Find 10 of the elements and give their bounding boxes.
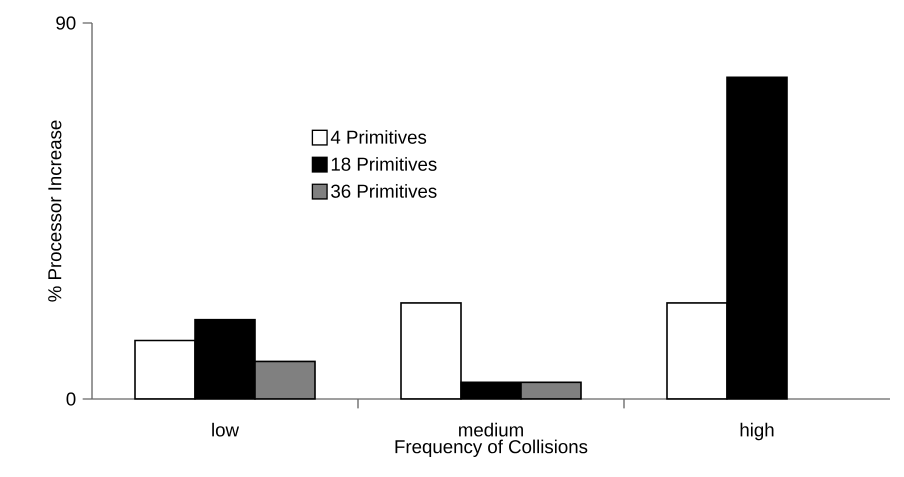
x-tick-label: low — [212, 422, 240, 437]
x-tick-label: high — [740, 422, 774, 440]
y-axis-title: % Processor Increase — [48, 120, 62, 302]
x-axis-title: Frequency of Collisions — [396, 440, 588, 457]
y-tick-label: 90 — [56, 16, 76, 30]
y-tick-label: 0 — [66, 392, 76, 406]
legend-label: 36 Primitives — [331, 184, 437, 198]
x-tick-label: medium — [459, 422, 523, 437]
legend-label: 4 Primitives — [330, 130, 426, 144]
legend-label: 18 Primitives — [332, 157, 437, 171]
